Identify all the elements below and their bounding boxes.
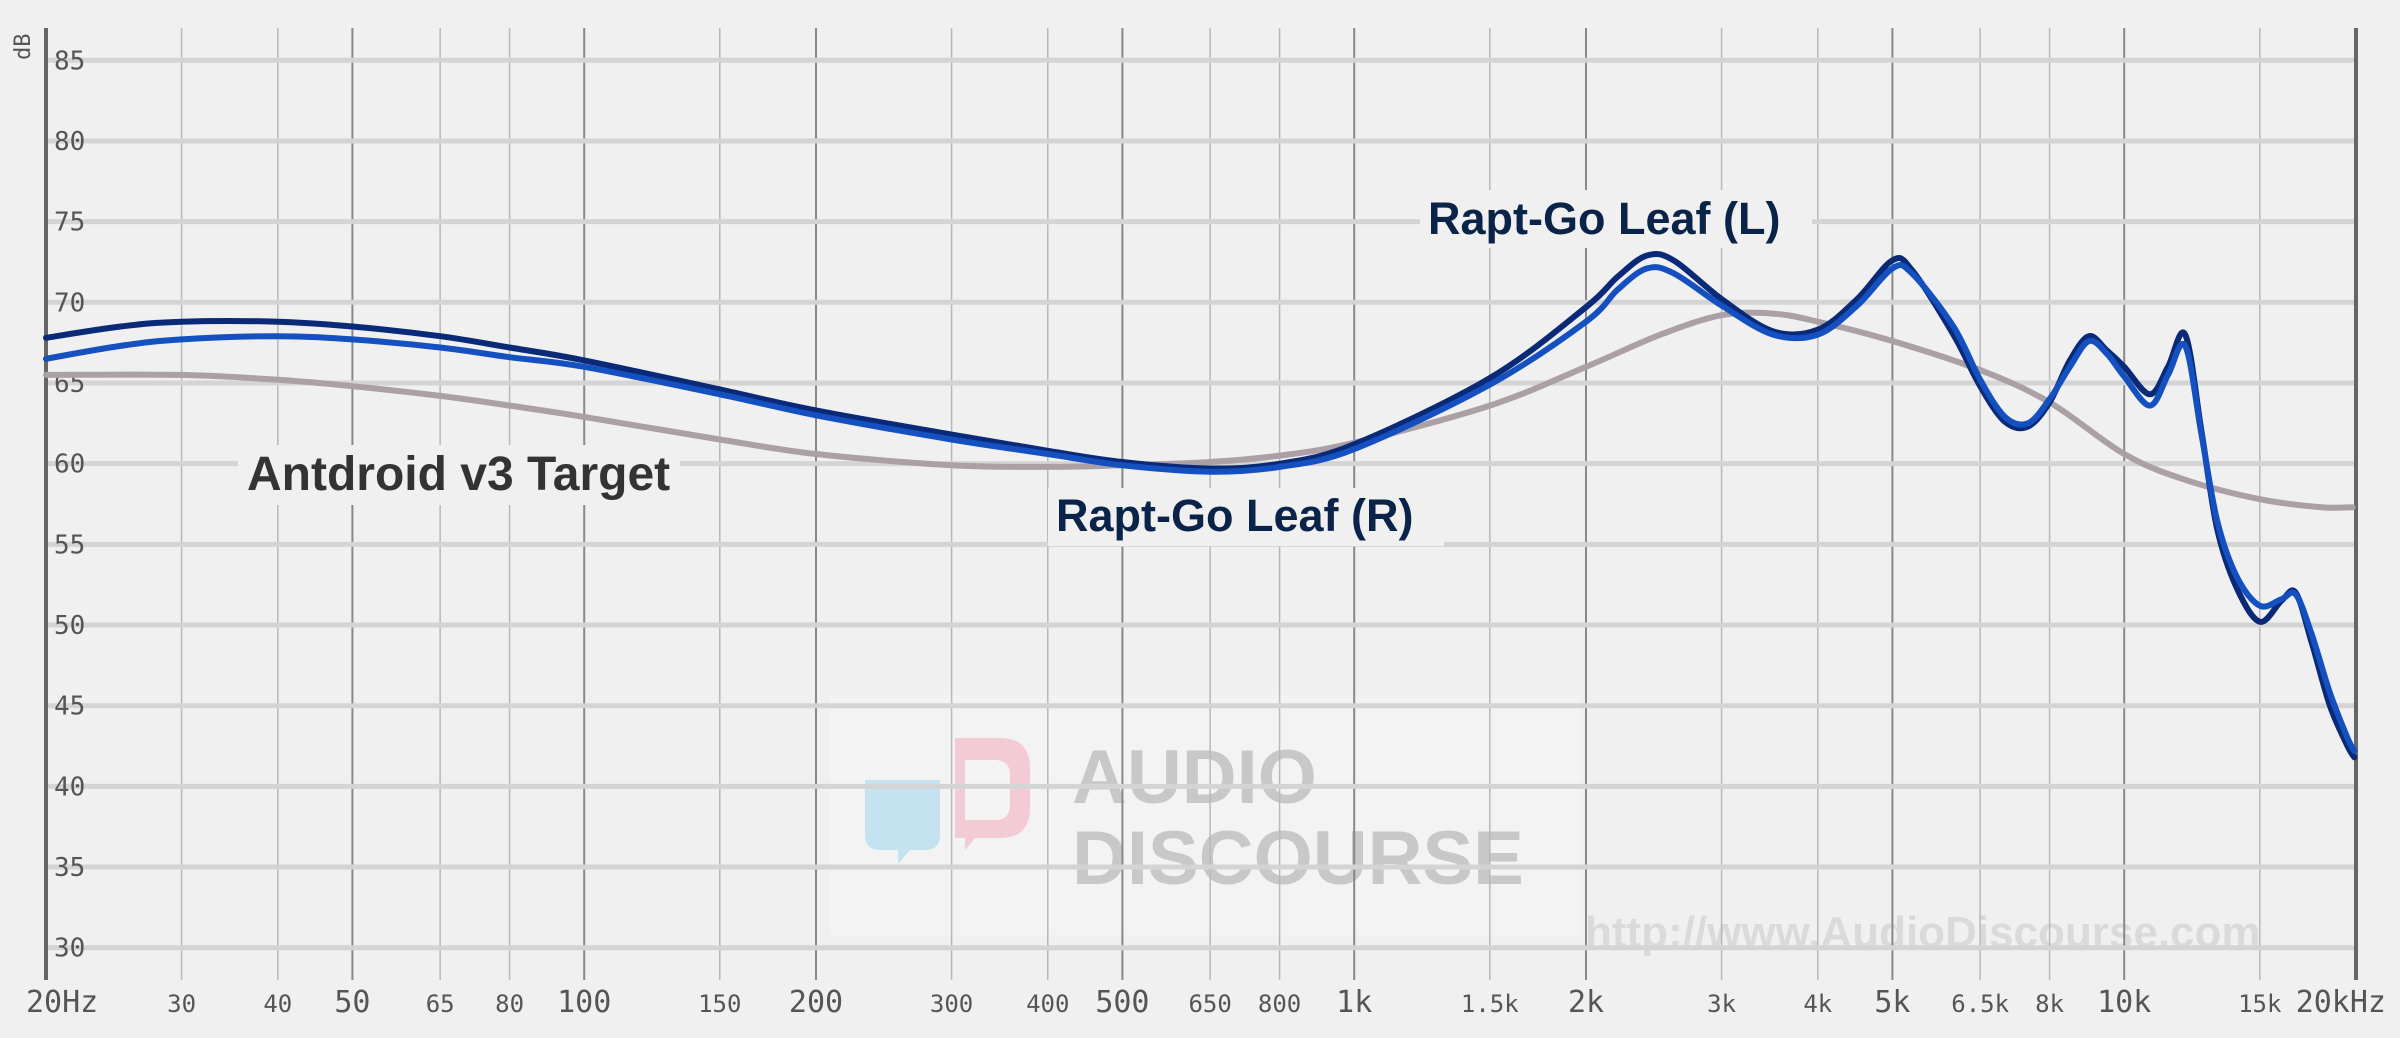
x-tick-label: 80: [495, 990, 524, 1018]
x-tick-label: 200: [789, 985, 843, 1020]
series-line-rapt-go-leaf-r: [43, 262, 2358, 754]
audio-discourse-logo: [865, 738, 1030, 864]
x-tick-label: 8k: [2035, 990, 2064, 1018]
x-tick-label: 10k: [2097, 985, 2151, 1020]
x-tick-label: 1k: [1336, 985, 1372, 1020]
x-tick-label: 20Hz: [26, 985, 98, 1020]
y-tick-label: 60: [54, 450, 85, 480]
y-tick-label: 35: [54, 853, 85, 883]
annotation-rapt-go-leaf-r: Rapt-Go Leaf (R): [1056, 490, 1413, 541]
x-tick-label: 50: [334, 985, 370, 1020]
y-tick-label: 30: [54, 934, 85, 964]
y-tick-label: 50: [54, 611, 85, 641]
y-tick-label: 40: [54, 772, 85, 802]
watermark-line2: DISCOURSE: [1072, 816, 1524, 901]
y-tick-label: 85: [54, 46, 85, 76]
x-tick-label: 2k: [1568, 985, 1604, 1020]
y-tick-label: 70: [54, 288, 85, 318]
series-lines: [43, 250, 2358, 761]
y-axis-label: dB: [11, 34, 36, 61]
y-tick-label: 75: [54, 208, 85, 238]
x-tick-label: 3k: [1707, 990, 1736, 1018]
y-tick-label: 55: [54, 530, 85, 560]
x-tick-label: 500: [1095, 985, 1149, 1020]
x-tick-label: 30: [167, 990, 196, 1018]
x-tick-label: 100: [557, 985, 611, 1020]
y-tick-label: 80: [54, 127, 85, 157]
x-tick-label: 6.5k: [1951, 990, 2009, 1018]
watermark-line1: AUDIO: [1072, 735, 1317, 820]
x-tick-labels: 20Hz 30 40 50 65 80 100 150 200 300 400 500 650 800 1k…: [26, 985, 2386, 1020]
x-tick-label: 15k: [2238, 990, 2282, 1018]
annotation-rapt-go-leaf-l: Rapt-Go Leaf (L): [1428, 193, 1780, 244]
x-tick-label: 800: [1258, 990, 1301, 1018]
annotation-labels: Antdroid v3 Target Rapt-Go Leaf (R) Rapt…: [238, 190, 1812, 546]
x-tick-label: 1.5k: [1461, 990, 1519, 1018]
x-tick-label: 650: [1188, 990, 1231, 1018]
x-tick-label: 5k: [1874, 985, 1910, 1020]
x-tick-label: 150: [698, 990, 741, 1018]
x-tick-label: 40: [263, 990, 292, 1018]
x-tick-label: 4k: [1803, 990, 1832, 1018]
annotation-bg-r: [1048, 488, 1444, 546]
x-tick-label: 65: [426, 990, 455, 1018]
annotation-bg-l: [1420, 190, 1812, 248]
x-tick-label: 400: [1026, 990, 1069, 1018]
y-tick-label: 45: [54, 692, 85, 722]
annotation-antdroid-target: Antdroid v3 Target: [247, 448, 670, 501]
x-tick-label: 20kHz: [2296, 985, 2386, 1020]
annotation-bg-target: [238, 445, 680, 505]
watermark: AUDIO DISCOURSE http://www.AudioDiscours…: [830, 695, 2261, 957]
x-tick-label: 300: [930, 990, 973, 1018]
